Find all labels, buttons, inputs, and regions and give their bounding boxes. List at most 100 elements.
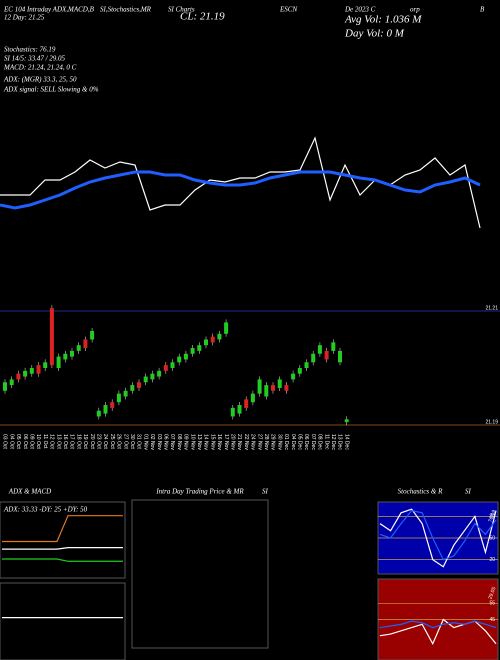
x-tick-label: 31 Oct: [136, 434, 142, 449]
candle-body: [338, 350, 342, 363]
x-tick-label: 20 Oct: [89, 434, 95, 449]
candle-body: [36, 365, 41, 374]
header-text: SI Charts: [168, 6, 195, 14]
series-line: [379, 618, 497, 646]
x-tick-label: 24 Nov: [250, 434, 256, 450]
candle-body: [23, 370, 28, 377]
candle-body: [217, 333, 222, 340]
x-tick-label: 11 Dec: [323, 434, 329, 450]
candle-body: [16, 373, 21, 380]
candle-body: [157, 370, 162, 377]
candle-body: [210, 336, 215, 343]
day-vol: Day Vol: 0 M: [344, 28, 405, 40]
y-tick-label: 21.19: [485, 419, 498, 425]
candle-body: [110, 402, 115, 408]
x-tick-label: 17 Nov: [223, 434, 229, 450]
header-text: orp: [410, 6, 420, 14]
x-tick-label: 17 Oct: [69, 434, 75, 449]
x-tick-label: 10 Nov: [189, 434, 195, 450]
x-tick-label: 09 Oct: [28, 434, 34, 449]
series-line: [379, 509, 497, 561]
header-text: ESCN: [279, 6, 297, 14]
candle-body: [311, 353, 316, 363]
header-text: SI,Stochastics,MR: [100, 6, 152, 14]
x-tick-label: 11 Oct: [42, 434, 48, 449]
candle-body: [83, 339, 88, 349]
x-tick-label: 14 Dec: [343, 434, 349, 450]
x-tick-label: 01 Dec: [283, 434, 289, 450]
x-tick-label: 03 Oct: [2, 434, 8, 449]
panel-title: ADX & MACD: [8, 488, 51, 496]
x-tick-label: 07 Nov: [169, 434, 175, 450]
day-text: 12 Day: 21.25: [4, 14, 45, 22]
x-tick-label: 07 Dec: [310, 434, 316, 450]
x-tick-label: 01 Nov: [142, 434, 148, 450]
value-label: ADX: 33.33 -DY: 25 +DY: 50: [3, 506, 88, 514]
series-line: [0, 136, 481, 229]
candle-body: [130, 385, 135, 391]
header-text: EC 104 Intraday ADX,MACD,B: [3, 6, 95, 14]
y-tick-label: 50: [489, 535, 495, 541]
x-tick-label: 27 Nov: [256, 434, 262, 450]
candle-body: [284, 385, 289, 391]
y-tick-label: 55: [489, 601, 495, 607]
series-line: [379, 508, 497, 568]
x-tick-label: 13 Dec: [337, 434, 343, 450]
x-tick-label: 08 Dec: [317, 434, 323, 450]
x-tick-label: 14 Nov: [203, 434, 209, 450]
series-line: [2, 558, 123, 562]
series-line: [0, 170, 481, 210]
x-tick-label: 13 Nov: [196, 434, 202, 450]
panel-border: [0, 582, 126, 660]
candle-body: [250, 393, 255, 403]
candle-body: [344, 419, 349, 423]
y-tick-label: 21.21: [485, 305, 498, 311]
candle-body: [291, 373, 296, 380]
candle-body: [29, 368, 34, 374]
x-tick-label: 26 Oct: [116, 434, 122, 449]
panel-title: SI: [465, 488, 472, 496]
header: EC 104 Intraday ADX,MACD,B SI,Stochastic…: [3, 6, 485, 94]
candle-body: [304, 362, 309, 368]
candle-body: [49, 308, 54, 366]
candle-body: [170, 362, 175, 368]
x-tick-label: 12 Oct: [49, 434, 55, 449]
candle-body: [331, 342, 336, 351]
candle-body: [123, 390, 128, 397]
info-text: SI 14/5: 33.47 / 29.05: [4, 55, 66, 63]
candle-body: [63, 353, 68, 360]
x-tick-label: 06 Dec: [303, 434, 309, 450]
x-tick-label: 04 Dec: [290, 434, 296, 450]
x-tick-label: 03 Nov: [156, 434, 162, 450]
x-tick-label: 30 Oct: [129, 434, 135, 449]
x-tick-label: 06 Oct: [22, 434, 28, 449]
candle-body: [76, 345, 81, 351]
candle-body: [297, 368, 302, 374]
x-tick-label: 22 Nov: [243, 434, 249, 450]
candle-body: [324, 350, 329, 360]
x-tick-label: 10 Oct: [35, 434, 41, 449]
x-tick-label: 16 Oct: [62, 434, 68, 449]
candle-body: [177, 356, 182, 363]
candle-body: [56, 356, 61, 368]
x-tick-label: 02 Nov: [149, 434, 155, 450]
candle-body: [237, 405, 242, 414]
candle-body: [137, 382, 141, 388]
y-tick-label: 45: [489, 617, 495, 623]
x-tick-label: 21 Nov: [236, 434, 242, 450]
candle-body: [3, 382, 7, 391]
x-tick-label: 25 Oct: [109, 434, 115, 449]
candle-body: [264, 385, 269, 397]
info-text: ADX signal: SELL Slowing & 0%: [3, 86, 99, 94]
candle-body: [277, 379, 282, 388]
x-tick-label: 19 Oct: [82, 434, 88, 449]
candle-body: [150, 373, 155, 380]
x-tick-label: 05 Dec: [296, 434, 302, 450]
candle-body: [70, 350, 74, 357]
value-label: 29.05: [487, 586, 497, 600]
candle-body: [43, 362, 48, 368]
x-tick-label: 18 Oct: [75, 434, 81, 449]
candle-body: [116, 393, 121, 403]
candle-body: [271, 385, 275, 391]
